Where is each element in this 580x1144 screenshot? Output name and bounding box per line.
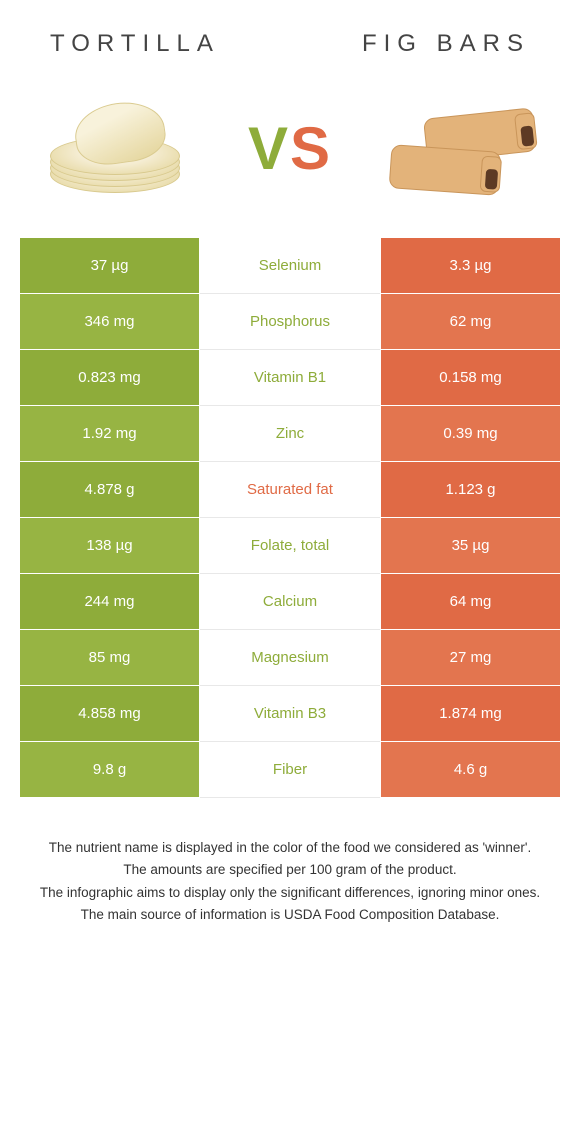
vs-letter-v: V — [248, 115, 290, 182]
nutrient-name: Selenium — [200, 238, 380, 294]
table-row: 0.823 mgVitamin B10.158 mg — [20, 350, 560, 406]
right-value: 62 mg — [380, 294, 560, 350]
right-value: 64 mg — [380, 574, 560, 630]
figbars-image — [380, 83, 550, 213]
left-food-title: TORTILLA — [50, 30, 220, 58]
right-value: 27 mg — [380, 630, 560, 686]
header-row: TORTILLA FIG BARS — [0, 0, 580, 68]
left-value: 37 µg — [20, 238, 200, 294]
right-value: 3.3 µg — [380, 238, 560, 294]
footer-line-4: The main source of information is USDA F… — [30, 905, 550, 925]
table-row: 244 mgCalcium64 mg — [20, 574, 560, 630]
nutrient-name: Vitamin B3 — [200, 686, 380, 742]
tortilla-image — [30, 83, 200, 213]
left-value: 85 mg — [20, 630, 200, 686]
table-row: 85 mgMagnesium27 mg — [20, 630, 560, 686]
table-row: 9.8 gFiber4.6 g — [20, 742, 560, 798]
left-value: 4.858 mg — [20, 686, 200, 742]
table-row: 37 µgSelenium3.3 µg — [20, 238, 560, 294]
table-row: 4.858 mgVitamin B31.874 mg — [20, 686, 560, 742]
left-value: 4.878 g — [20, 462, 200, 518]
nutrient-name: Phosphorus — [200, 294, 380, 350]
right-value: 1.123 g — [380, 462, 560, 518]
table-row: 4.878 gSaturated fat1.123 g — [20, 462, 560, 518]
nutrient-name: Fiber — [200, 742, 380, 798]
left-value: 346 mg — [20, 294, 200, 350]
right-value: 35 µg — [380, 518, 560, 574]
nutrient-name: Folate, total — [200, 518, 380, 574]
footer-line-3: The infographic aims to display only the… — [30, 883, 550, 903]
nutrient-name: Vitamin B1 — [200, 350, 380, 406]
left-value: 1.92 mg — [20, 406, 200, 462]
right-value: 4.6 g — [380, 742, 560, 798]
nutrient-name: Zinc — [200, 406, 380, 462]
nutrient-name: Calcium — [200, 574, 380, 630]
footer-line-1: The nutrient name is displayed in the co… — [30, 838, 550, 858]
left-value: 244 mg — [20, 574, 200, 630]
nutrient-name: Saturated fat — [200, 462, 380, 518]
footer-line-2: The amounts are specified per 100 gram o… — [30, 860, 550, 880]
nutrient-name: Magnesium — [200, 630, 380, 686]
left-value: 138 µg — [20, 518, 200, 574]
right-food-title: FIG BARS — [362, 30, 530, 58]
table-row: 346 mgPhosphorus62 mg — [20, 294, 560, 350]
left-value: 0.823 mg — [20, 350, 200, 406]
right-value: 1.874 mg — [380, 686, 560, 742]
left-value: 9.8 g — [20, 742, 200, 798]
images-row: VS — [0, 68, 580, 238]
tortilla-illustration — [40, 93, 190, 203]
right-value: 0.39 mg — [380, 406, 560, 462]
right-value: 0.158 mg — [380, 350, 560, 406]
nutrient-table: 37 µgSelenium3.3 µg346 mgPhosphorus62 mg… — [20, 238, 560, 798]
table-row: 1.92 mgZinc0.39 mg — [20, 406, 560, 462]
vs-label: VS — [248, 114, 332, 183]
table-row: 138 µgFolate, total35 µg — [20, 518, 560, 574]
footer-notes: The nutrient name is displayed in the co… — [0, 798, 580, 925]
vs-letter-s: S — [290, 115, 332, 182]
figbars-illustration — [385, 93, 545, 203]
